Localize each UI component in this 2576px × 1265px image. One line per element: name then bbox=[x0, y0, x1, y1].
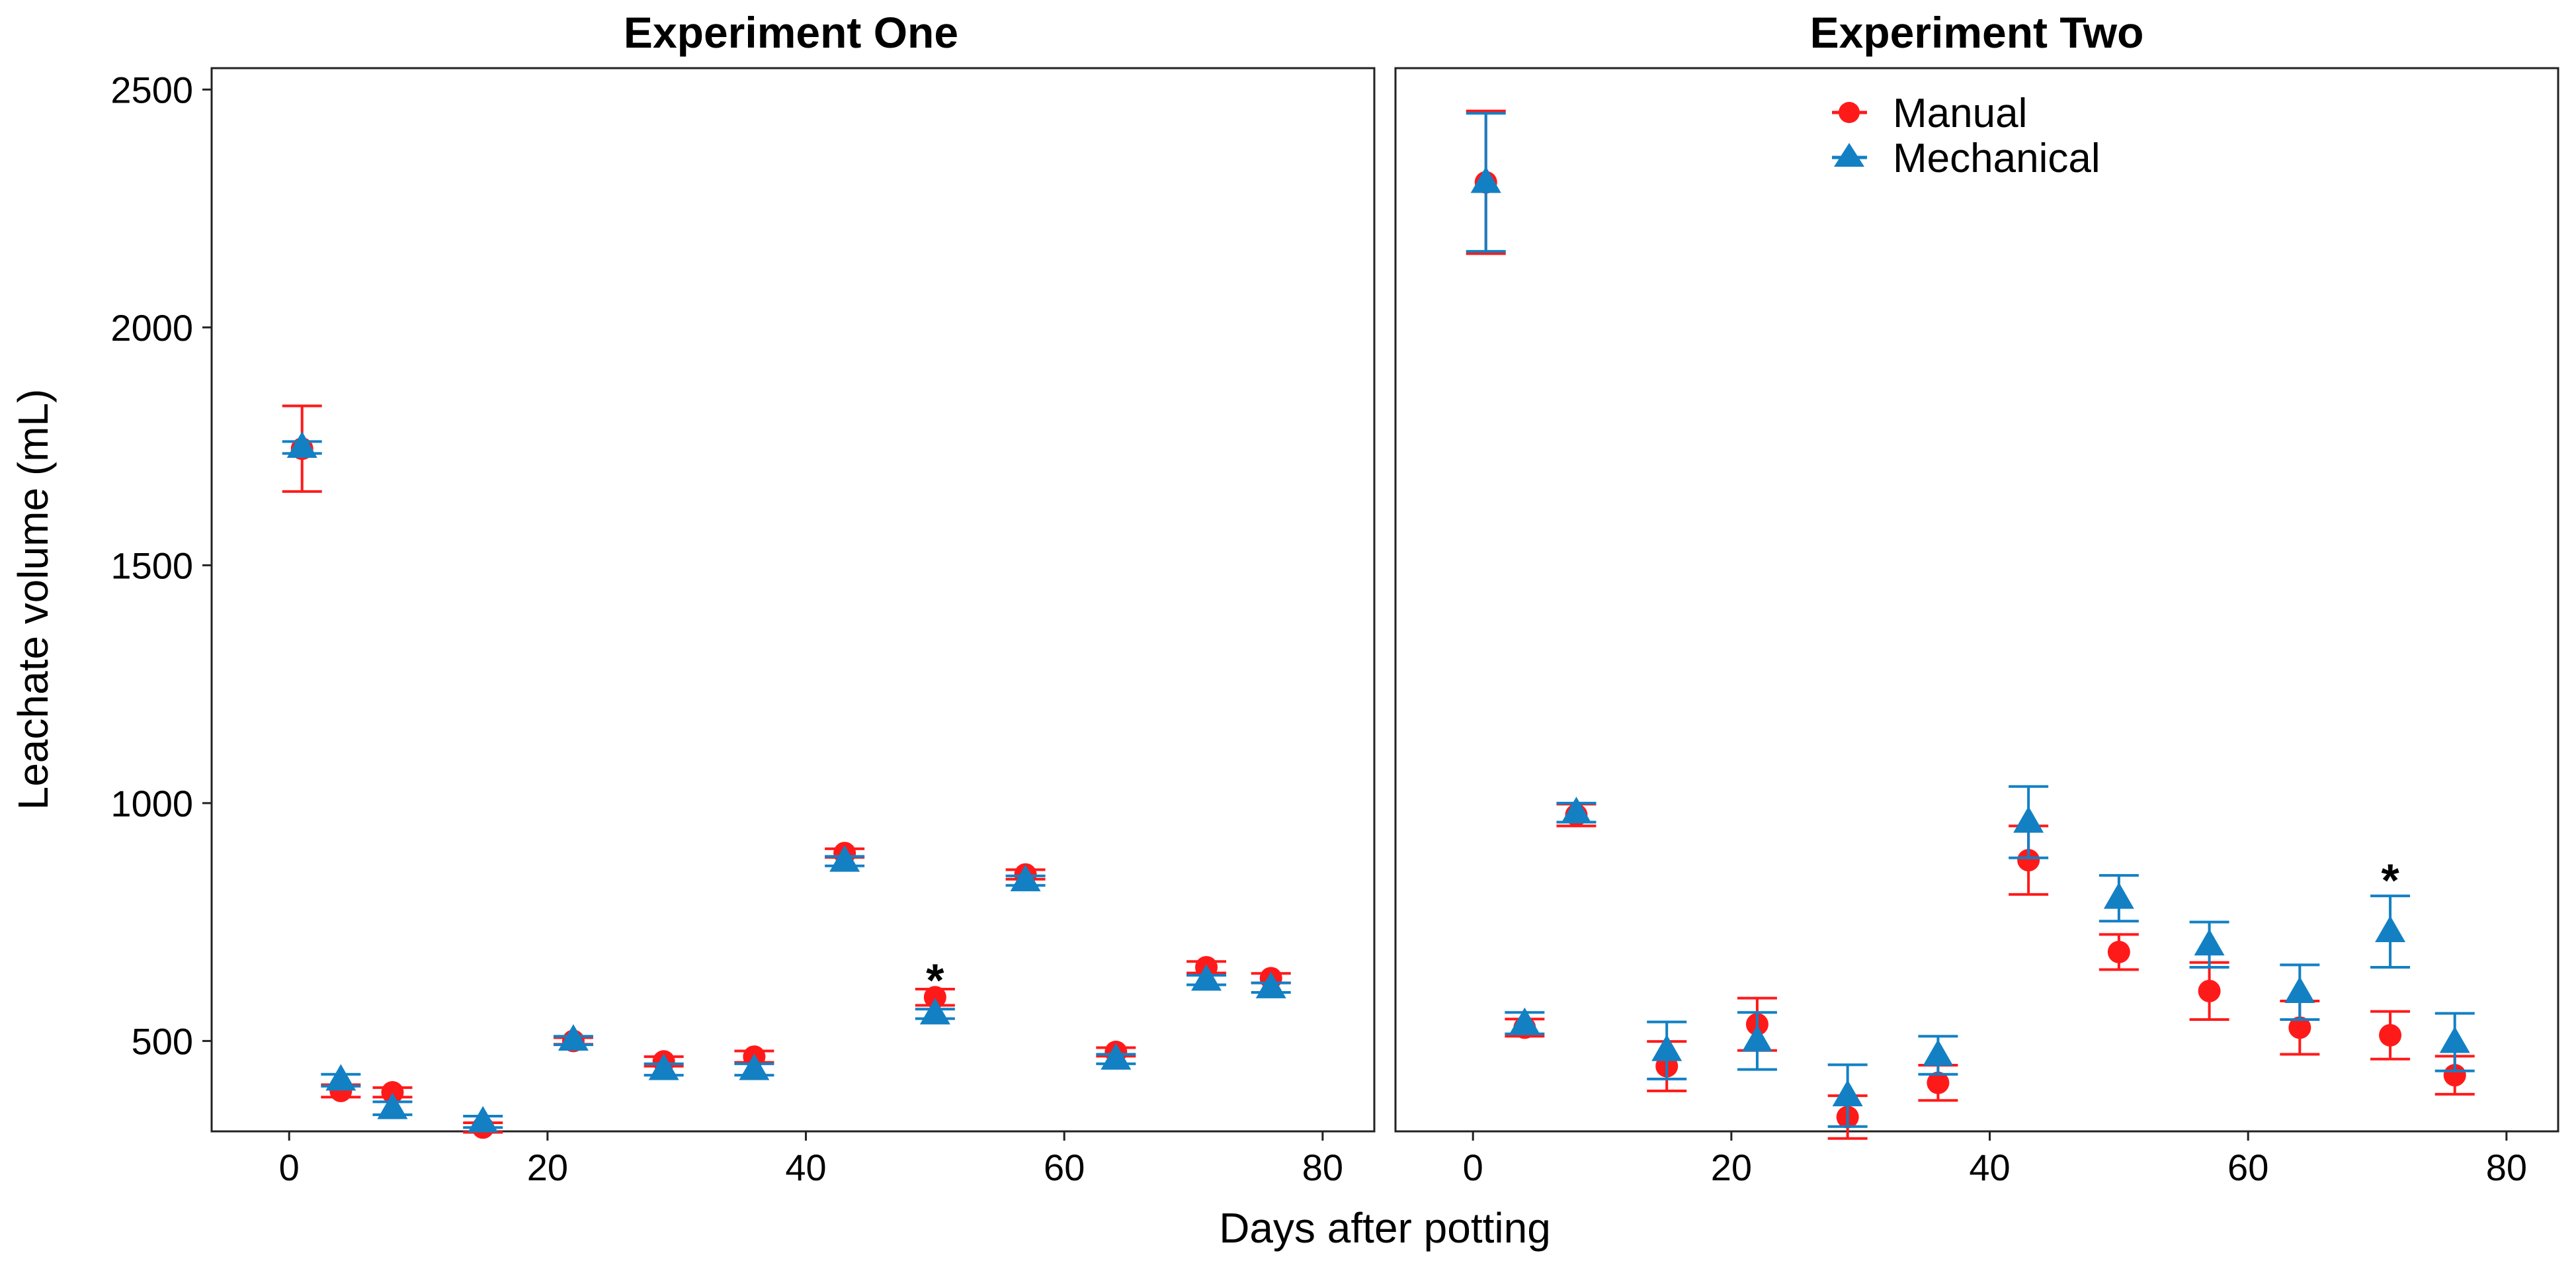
x-tick-label: 80 bbox=[1302, 1147, 1343, 1188]
data-point-mechanical bbox=[1832, 1080, 1863, 1107]
x-tick-label: 0 bbox=[279, 1147, 300, 1188]
legend-label-manual: Manual bbox=[1893, 91, 2027, 136]
data-point-manual bbox=[2288, 1016, 2311, 1039]
data-point-mechanical bbox=[1010, 865, 1041, 892]
y-axis-title: Leachate volume (mL) bbox=[9, 389, 57, 810]
panel-frame bbox=[210, 67, 1376, 1133]
data-point-mechanical bbox=[1191, 964, 1222, 991]
panel-experiment-two: Experiment Two * bbox=[1394, 8, 2559, 1140]
significance-annotation: * bbox=[926, 955, 944, 1006]
data-point-mechanical bbox=[2103, 882, 2134, 909]
data-point-mechanical bbox=[325, 1064, 356, 1091]
legend-marker-mechanical bbox=[1834, 143, 1864, 167]
plot-area-experiment-two: * bbox=[1466, 109, 2475, 1140]
y-axis: 500 1000 1500 2000 2500 Leachate volume (mL) bbox=[9, 69, 212, 1062]
significance-annotation: * bbox=[2381, 855, 2399, 906]
data-point-manual bbox=[2379, 1024, 2402, 1047]
data-point-mechanical bbox=[1101, 1043, 1132, 1070]
x-tick-label: 20 bbox=[1711, 1147, 1752, 1188]
data-point-mechanical bbox=[648, 1053, 679, 1080]
data-point-manual bbox=[2198, 979, 2221, 1002]
legend: Manual Mechanical bbox=[1832, 91, 2100, 181]
y-tick-label: 2000 bbox=[110, 307, 193, 349]
data-point-mechanical bbox=[468, 1106, 499, 1133]
y-tick-label: 500 bbox=[132, 1020, 193, 1062]
x-tick-label: 40 bbox=[785, 1147, 826, 1188]
data-point-mechanical bbox=[1741, 1025, 1772, 1052]
data-point-mechanical bbox=[739, 1053, 770, 1080]
legend-label-mechanical: Mechanical bbox=[1893, 136, 2100, 181]
y-tick-label: 2500 bbox=[110, 69, 193, 110]
plot-area-experiment-one: * bbox=[282, 404, 1291, 1139]
data-point-mechanical bbox=[2013, 806, 2044, 833]
data-point-mechanical bbox=[1651, 1034, 1683, 1061]
data-point-manual bbox=[2017, 849, 2040, 872]
x-tick-label: 40 bbox=[1969, 1147, 2010, 1188]
data-point-mechanical bbox=[2375, 916, 2406, 943]
data-point-mechanical bbox=[2439, 1026, 2470, 1053]
data-point-manual bbox=[381, 1081, 404, 1104]
panel-experiment-one: Experiment One * bbox=[210, 8, 1376, 1139]
x-tick-label: 80 bbox=[2486, 1147, 2527, 1188]
x-tick-label: 60 bbox=[1044, 1147, 1085, 1188]
data-point-manual bbox=[2107, 940, 2130, 963]
data-point-mechanical bbox=[286, 431, 317, 458]
data-point-mechanical bbox=[558, 1024, 589, 1051]
data-point-manual bbox=[923, 986, 946, 1009]
data-point-mechanical bbox=[829, 845, 860, 872]
y-axis-ticks: 500 1000 1500 2000 2500 bbox=[110, 69, 212, 1062]
y-tick-label: 1500 bbox=[110, 545, 193, 586]
panel-title-experiment-two: Experiment Two bbox=[1810, 8, 2144, 57]
panel-frame bbox=[1394, 67, 2559, 1133]
legend-marker-manual bbox=[1839, 102, 1860, 123]
series-mechanical bbox=[282, 431, 1291, 1133]
panel-title-experiment-one: Experiment One bbox=[624, 8, 958, 57]
x-tick-label: 20 bbox=[527, 1147, 568, 1188]
data-point-mechanical bbox=[1470, 166, 1501, 193]
data-point-mechanical bbox=[1255, 971, 1286, 998]
data-point-mechanical bbox=[919, 998, 950, 1025]
x-axes: 0 20 40 60 80 0 20 40 60 80 bbox=[279, 1131, 2527, 1188]
x-tick-label: 0 bbox=[1463, 1147, 1483, 1188]
data-point-mechanical bbox=[2194, 929, 2225, 956]
x-tick-label: 60 bbox=[2227, 1147, 2268, 1188]
data-point-mechanical bbox=[377, 1092, 408, 1119]
data-point-mechanical bbox=[1561, 797, 1592, 824]
y-tick-label: 1000 bbox=[110, 783, 193, 824]
data-point-manual bbox=[2443, 1064, 2466, 1087]
data-point-mechanical bbox=[1509, 1007, 1540, 1034]
data-point-mechanical bbox=[2284, 977, 2315, 1004]
series-mechanical bbox=[1466, 112, 2475, 1128]
data-point-manual bbox=[1927, 1071, 1950, 1094]
x-axis-title: Days after potting bbox=[1219, 1204, 1551, 1252]
data-point-mechanical bbox=[1923, 1039, 1954, 1066]
